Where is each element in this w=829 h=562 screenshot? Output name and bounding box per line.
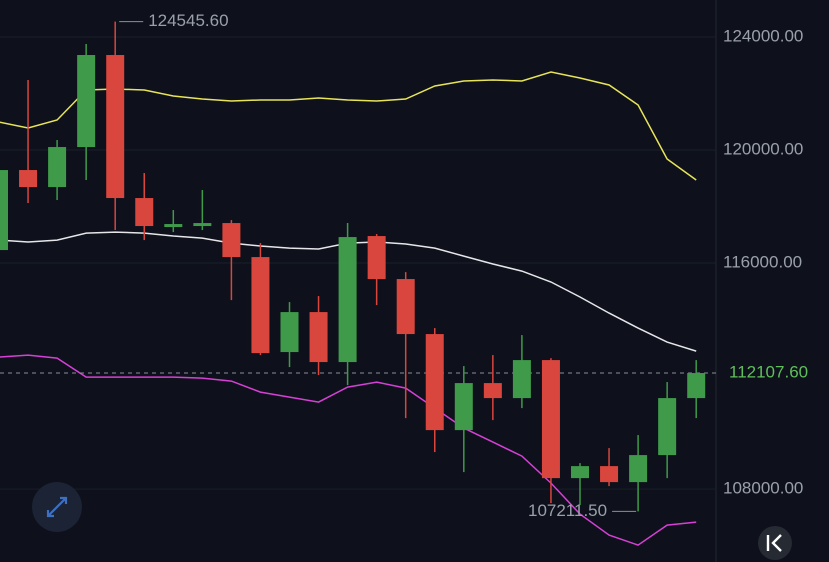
expand-icon	[46, 496, 68, 518]
candle-body	[687, 373, 706, 399]
candles	[0, 21, 706, 512]
candle-body	[77, 55, 96, 148]
scroll-icon	[766, 534, 782, 552]
candle-body	[222, 223, 241, 258]
last-price-label: 112107.60	[729, 363, 808, 382]
scroll-to-latest-button[interactable]	[758, 526, 792, 560]
candle-body	[193, 223, 212, 227]
last-price-box	[717, 360, 829, 387]
candle-body	[19, 170, 38, 188]
candle-body	[658, 398, 677, 456]
candle-body	[106, 55, 125, 199]
labels: 108000.00 116000.00 120000.00 124000.00 1121…	[119, 11, 829, 520]
expand-button[interactable]	[32, 482, 82, 532]
candle-body	[367, 236, 386, 280]
candle-body	[0, 170, 8, 251]
candle-body	[309, 312, 328, 363]
band-line	[0, 354, 697, 546]
y-tick-label: 120000.00	[723, 140, 803, 159]
annotation-label: 107211.50	[528, 501, 607, 520]
candle-body	[135, 198, 154, 227]
candle-body	[164, 224, 183, 228]
candle-body	[454, 383, 473, 431]
candle-body	[280, 312, 299, 353]
candle-body	[541, 360, 560, 479]
y-tick-label: 124000.00	[723, 26, 803, 45]
scroll-button-bg[interactable]	[758, 526, 792, 560]
annotation-label: 124545.60	[148, 11, 228, 30]
candle-body	[571, 466, 589, 479]
candle-body	[629, 455, 648, 483]
candle-body	[251, 257, 270, 354]
candle-body	[396, 279, 415, 335]
candle-body	[425, 334, 444, 431]
candle-body	[483, 383, 502, 399]
y-tick-label: 116000.00	[723, 253, 802, 272]
candle-body	[512, 360, 531, 399]
y-tick-label: 108000.00	[723, 479, 803, 498]
candle-body	[48, 147, 67, 188]
candle-body	[338, 237, 357, 363]
candle-body	[600, 466, 619, 483]
